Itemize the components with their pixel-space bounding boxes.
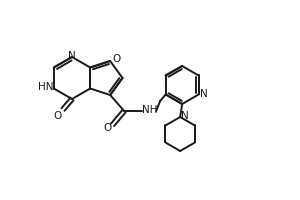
Text: O: O [103,123,112,133]
Text: N: N [181,111,189,121]
Text: O: O [112,54,120,64]
Text: N: N [200,89,208,99]
Text: O: O [53,111,61,121]
Text: HN: HN [38,82,54,92]
Text: NH: NH [142,105,158,115]
Text: N: N [68,51,76,61]
